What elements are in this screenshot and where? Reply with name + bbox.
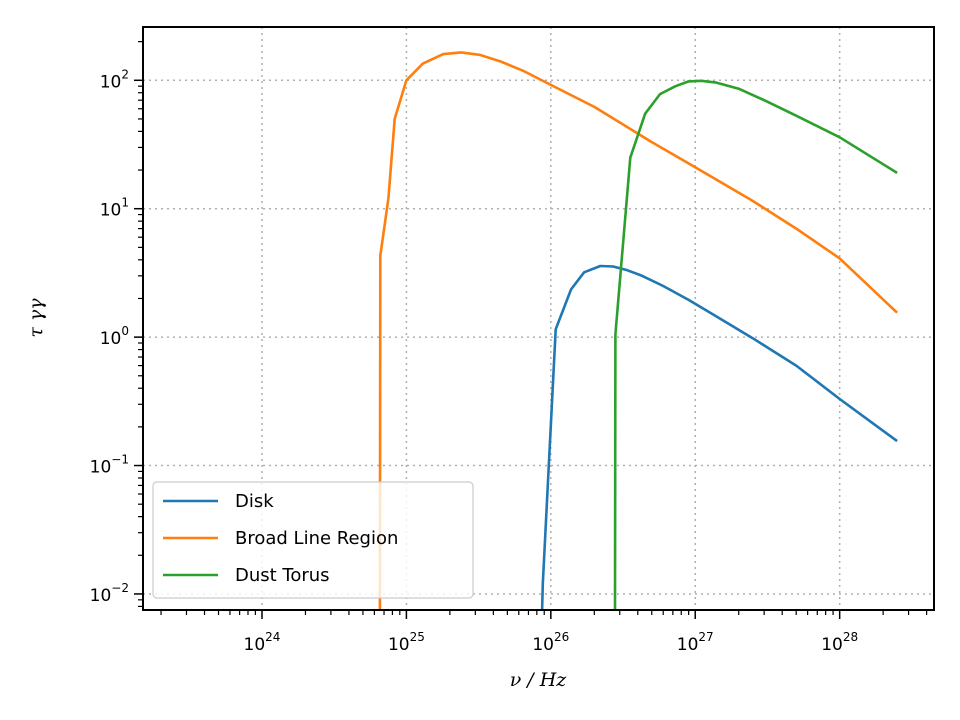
x-tick-label: 1027 bbox=[677, 630, 714, 655]
y-tick-label: 102 bbox=[100, 67, 129, 92]
x-tick-label: 1026 bbox=[532, 630, 569, 655]
x-axis-label: ν / Hz bbox=[510, 669, 568, 691]
x-axis-ticks: 1024 1025 1026 1027 1028 bbox=[160, 610, 928, 655]
series-line-broad-line-region bbox=[378, 51, 898, 610]
legend-box bbox=[152, 481, 474, 599]
grid bbox=[143, 27, 934, 610]
y-axis-label: τ γγ bbox=[25, 298, 47, 338]
y-tick-label: 10−1 bbox=[90, 453, 129, 478]
series-lines bbox=[378, 51, 898, 610]
y-axis-ticks: 10−2 10−1 100 101 102 bbox=[90, 41, 143, 608]
series-line-dust-torus bbox=[613, 79, 898, 610]
legend-label: Broad Line Region bbox=[235, 528, 398, 549]
series-line-disk bbox=[540, 264, 898, 610]
plot-frame bbox=[142, 26, 935, 611]
legend-label: Disk bbox=[235, 491, 274, 512]
legend: Disk Broad Line Region Dust Torus bbox=[152, 481, 474, 599]
x-tick-label: 1028 bbox=[821, 630, 858, 655]
x-tick-label: 1025 bbox=[388, 630, 425, 655]
legend-label: Dust Torus bbox=[235, 565, 330, 586]
x-tick-label: 1024 bbox=[244, 630, 281, 655]
y-tick-label: 100 bbox=[100, 324, 129, 349]
y-tick-label: 101 bbox=[100, 196, 129, 221]
y-tick-label: 10−2 bbox=[90, 581, 129, 606]
